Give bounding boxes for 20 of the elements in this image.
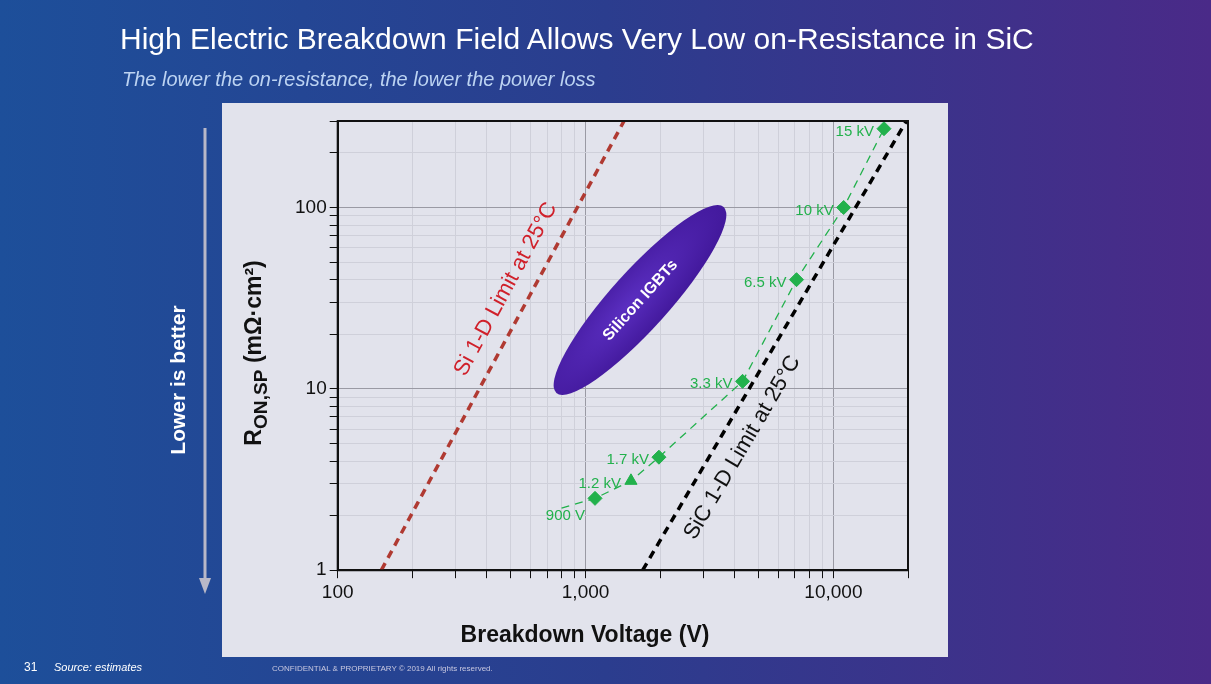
annotation: 3.3 kV xyxy=(690,374,733,392)
chart-subtitle: The lower the on-resistance, the lower the power loss xyxy=(122,68,596,91)
y-tick-label: 100 xyxy=(295,195,327,217)
annotation: 10 kV xyxy=(795,200,834,218)
annotation: 1.2 kV xyxy=(578,473,621,491)
y-tick-label: 10 xyxy=(305,377,327,399)
x-tick-label: 1,000 xyxy=(561,580,610,602)
annotation: 15 kV xyxy=(835,121,874,139)
x-tick-label: 100 xyxy=(321,580,354,602)
chart-title: High Electric Breakdown Field Allows Very Low on-Resistance in SiC xyxy=(120,22,1034,56)
x-tick-label: 10,000 xyxy=(804,580,863,602)
y-tick-label: 1 xyxy=(316,558,327,580)
text: Lower is better xyxy=(166,305,190,455)
x-axis-title: Breakdown Voltage (V) xyxy=(459,621,711,648)
annotation: 6.5 kV xyxy=(743,272,787,290)
source-note: Source: estimates xyxy=(54,661,143,673)
text: 31 xyxy=(24,660,38,674)
text: CONFIDENTIAL & PROPRIETARY © 2019 All rights reserved. xyxy=(272,664,493,673)
annotation: 1.7 kV xyxy=(606,450,649,468)
annotation: 900 V xyxy=(545,506,586,524)
